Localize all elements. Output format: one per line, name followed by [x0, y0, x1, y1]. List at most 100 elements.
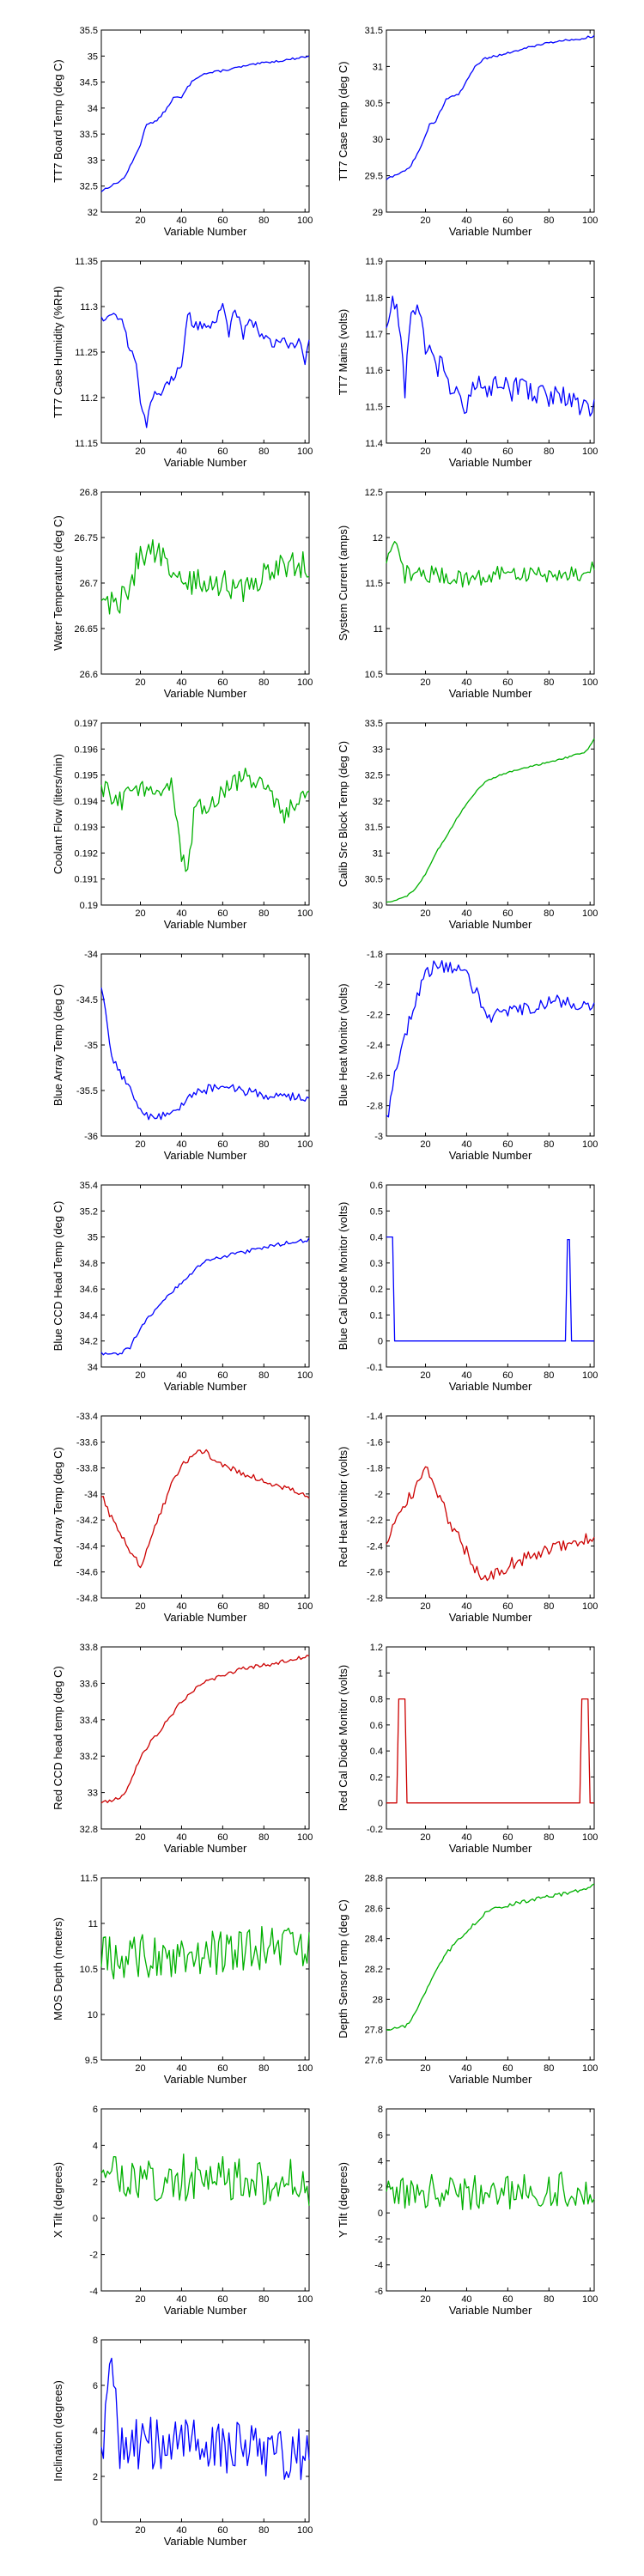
y-tick-label: 33.4 — [80, 1716, 98, 1726]
y-tick-label: -36 — [84, 1132, 98, 1142]
y-tick-label: 0.191 — [74, 875, 98, 885]
y-tick-label: -34.6 — [76, 1568, 98, 1578]
x-tick-label: 40 — [461, 1139, 471, 1150]
y-axis-label: TT7 Mains (volts) — [337, 309, 349, 395]
x-tick-label: 100 — [582, 216, 598, 226]
y-tick-label: 26.65 — [74, 624, 98, 635]
x-tick-label: 20 — [135, 677, 145, 688]
x-tick-label: 40 — [176, 677, 186, 688]
y-tick-label: 33 — [373, 744, 383, 755]
y-tick-label: -2.6 — [367, 1071, 383, 1081]
y-tick-label: 4 — [93, 2141, 98, 2151]
plot-area — [386, 2108, 595, 2292]
y-tick-label: 31 — [373, 848, 383, 859]
y-tick-label: 34 — [88, 104, 98, 114]
y-tick-label: -34.4 — [76, 1541, 98, 1552]
y-tick-label: 9.5 — [85, 2056, 98, 2066]
chart-panel-7: 20 40 60 80 100 0.19 0.191 0.192 0.193 0.194 0.195… — [52, 719, 313, 931]
plot-area — [386, 260, 595, 444]
y-tick-label: 8 — [378, 2105, 383, 2115]
chart-panel-3: 20 40 60 80 100 11.15 11.2 11.25 11.3 11.35 Variab… — [52, 257, 313, 469]
y-tick-label: 27.8 — [365, 2026, 383, 2036]
series-line — [100, 987, 310, 1121]
x-tick-label: 100 — [297, 2525, 313, 2536]
x-tick-label: 80 — [544, 447, 554, 457]
x-axis-label: Variable Number — [164, 1842, 247, 1855]
y-tick-label: 0.196 — [74, 744, 98, 755]
series-line — [386, 738, 595, 903]
chart-panel-6: 20 40 60 80 100 10.5 11 11.5 12 12.5 Variable Numb… — [337, 488, 598, 700]
x-tick-label: 80 — [544, 216, 554, 226]
x-tick-label: 60 — [502, 1370, 513, 1381]
y-tick-label: -35 — [84, 1041, 98, 1051]
y-tick-label: -1.8 — [367, 950, 383, 960]
x-tick-label: 60 — [217, 447, 228, 457]
y-tick-label: 34.2 — [80, 1337, 98, 1347]
y-axis-label: Blue Cal Diode Monitor (volts) — [337, 1202, 349, 1351]
y-tick-label: -3 — [374, 1132, 383, 1142]
y-tick-label: -35.5 — [76, 1086, 98, 1097]
y-tick-label: 35.4 — [80, 1181, 98, 1191]
series-line — [386, 2171, 595, 2211]
y-tick-label: -2 — [374, 2234, 383, 2245]
x-tick-label: 100 — [297, 1139, 313, 1150]
y-tick-label: -0.1 — [367, 1363, 383, 1373]
y-tick-label: 10 — [88, 2010, 98, 2020]
y-tick-label: 6 — [378, 2130, 383, 2141]
y-axis-label: MOS Depth (meters) — [52, 1917, 64, 2020]
y-tick-label: 11 — [88, 1919, 98, 1929]
plot-area — [100, 29, 310, 213]
chart-panel-12: 20 40 60 80 100 -0.1 0 0.1 0.2 0.3 0.4 0.5 0.6 Variab… — [337, 1181, 598, 1393]
x-tick-label: 60 — [217, 2294, 228, 2305]
y-tick-label: 11.7 — [365, 330, 383, 340]
plot-area — [100, 722, 310, 906]
x-tick-label: 80 — [544, 1601, 554, 1612]
y-tick-label: 0 — [378, 1337, 383, 1347]
y-tick-label: 28.8 — [365, 1874, 383, 1884]
y-tick-label: 33.8 — [80, 1643, 98, 1653]
y-tick-label: 35 — [88, 52, 98, 62]
x-tick-label: 100 — [297, 677, 313, 688]
y-tick-label: -34.5 — [76, 995, 98, 1005]
x-tick-label: 20 — [420, 2063, 430, 2074]
x-tick-label: 20 — [420, 216, 430, 226]
x-tick-label: 20 — [135, 908, 145, 919]
y-tick-label: 32.5 — [365, 771, 383, 781]
x-tick-label: 60 — [217, 2063, 228, 2074]
y-tick-label: 0.6 — [370, 1721, 383, 1731]
y-tick-label: 0.2 — [370, 1772, 383, 1783]
x-tick-label: 100 — [297, 2063, 313, 2074]
x-tick-label: 80 — [544, 2294, 554, 2305]
x-axis-label: Variable Number — [164, 456, 247, 469]
x-axis-label: Variable Number — [164, 225, 247, 238]
y-tick-label: -34.8 — [76, 1594, 98, 1604]
plot-area — [100, 260, 310, 444]
x-tick-label: 40 — [461, 2063, 471, 2074]
y-tick-label: -33.8 — [76, 1464, 98, 1474]
x-tick-label: 20 — [420, 1370, 430, 1381]
y-tick-label: -33.6 — [76, 1437, 98, 1448]
series-line — [386, 1466, 595, 1582]
plot-area — [100, 2108, 310, 2292]
x-tick-label: 20 — [135, 2294, 145, 2305]
series-line — [386, 541, 595, 588]
y-tick-label: 0.194 — [74, 797, 98, 807]
y-tick-label: 6 — [93, 2105, 98, 2115]
chart-panel-9: 20 40 60 80 100 -36 -35.5 -35 -34.5 -34 Variable N… — [52, 950, 313, 1162]
x-tick-label: 80 — [258, 1139, 269, 1150]
y-tick-label: -33.4 — [76, 1412, 98, 1422]
plot-area — [386, 953, 595, 1137]
chart-panel-21: 20 40 60 80 100 0 2 4 6 8 Variable Number Inclinati… — [52, 2336, 313, 2548]
x-tick-label: 80 — [544, 677, 554, 688]
y-tick-label: 0 — [93, 2214, 98, 2224]
y-tick-label: 28 — [373, 1995, 383, 2005]
x-axis-label: Variable Number — [164, 1149, 247, 1162]
y-tick-label: -4 — [374, 2261, 383, 2271]
x-tick-label: 40 — [461, 677, 471, 688]
y-tick-label: 12.5 — [365, 488, 383, 498]
chart-panel-10: 20 40 60 80 100 -3 -2.8 -2.6 -2.4 -2.2 -2 -1.8 Varia… — [337, 950, 598, 1162]
series-line — [100, 1655, 310, 1804]
y-tick-label: 32 — [88, 208, 98, 218]
y-tick-label: 32 — [373, 797, 383, 807]
y-tick-label: 29.5 — [365, 172, 383, 182]
